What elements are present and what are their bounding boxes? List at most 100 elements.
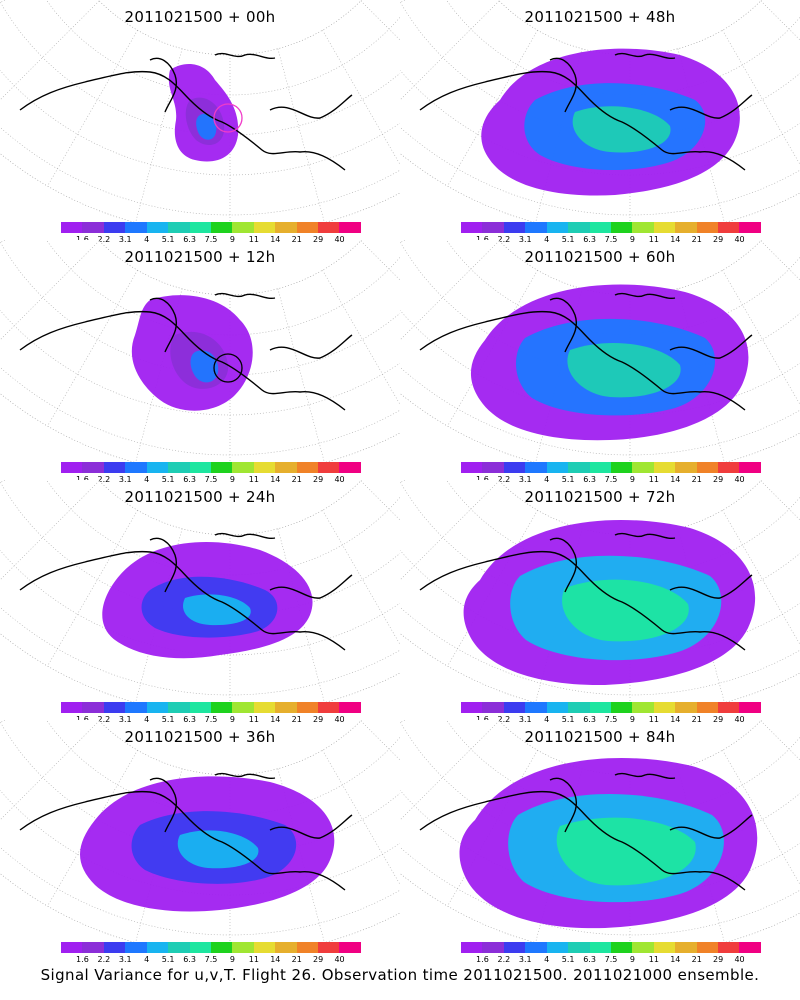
colorbar-swatch xyxy=(632,462,654,473)
coastline xyxy=(419,790,746,891)
colorbar-swatch xyxy=(146,702,169,713)
colorbar-label: 7.5 xyxy=(604,235,618,244)
colorbar-swatch xyxy=(210,702,233,713)
colorbar-swatch xyxy=(189,462,211,473)
variance-field-core xyxy=(182,594,251,626)
panel-title: 2011021500 + 00h xyxy=(124,8,276,26)
colorbar-swatch xyxy=(296,222,319,233)
colorbar-label: 3.1 xyxy=(118,235,132,244)
colorbar-swatch xyxy=(61,462,83,473)
colorbar-swatch xyxy=(696,942,719,953)
colorbar-swatch xyxy=(503,942,526,953)
coastline xyxy=(419,310,746,411)
coastline xyxy=(549,57,577,113)
colorbar-swatch xyxy=(61,942,83,953)
coastline xyxy=(149,537,177,593)
coastline xyxy=(614,292,676,300)
colorbar-label: 7.5 xyxy=(204,715,218,724)
colorbar-label: 9 xyxy=(229,475,235,484)
colorbar-label: 3.1 xyxy=(118,955,132,964)
colorbar-label: 3.1 xyxy=(118,715,132,724)
colorbar-label: 4 xyxy=(144,235,150,244)
map-panel: 2011021500 + 00h1.62.23.145.16.37.591114… xyxy=(0,0,400,244)
colorbar-swatch xyxy=(103,942,126,953)
colorbar-label: 5.1 xyxy=(561,475,575,484)
colorbar-label: 29 xyxy=(313,235,324,244)
colorbar-label: 6.3 xyxy=(583,955,596,964)
colorbar-swatch xyxy=(318,942,340,953)
colorbar xyxy=(461,702,761,713)
map-panel: 2011021500 + 12h1.62.23.145.16.37.591114… xyxy=(0,240,400,484)
colorbar-swatch xyxy=(696,702,719,713)
colorbar-label: 14 xyxy=(270,715,281,724)
coastline xyxy=(549,777,577,833)
variance-field-core xyxy=(196,113,217,140)
map-panel: 2011021500 + 60h1.62.23.145.16.37.591114… xyxy=(400,240,800,484)
colorbar-swatch xyxy=(82,462,104,473)
coastline xyxy=(419,550,746,651)
colorbar-swatch xyxy=(461,462,483,473)
colorbar-swatch xyxy=(461,942,483,953)
colorbar-swatch xyxy=(232,462,254,473)
colorbar-label: 11 xyxy=(248,235,259,244)
coastline xyxy=(214,292,276,300)
colorbar-swatch xyxy=(103,702,126,713)
colorbar-label: 14 xyxy=(270,955,281,964)
colorbar-swatch xyxy=(189,942,211,953)
colorbar-label: 2.2 xyxy=(497,955,511,964)
colorbar-label: 11 xyxy=(248,715,259,724)
colorbar-swatch xyxy=(568,222,590,233)
colorbar-label: 29 xyxy=(713,235,724,244)
colorbar-label: 7.5 xyxy=(204,475,218,484)
colorbar-swatch xyxy=(610,942,633,953)
colorbar-swatch xyxy=(210,462,233,473)
colorbar-swatch xyxy=(610,222,633,233)
colorbar-label: 21 xyxy=(691,475,702,484)
panel-title: 2011021500 + 60h xyxy=(524,248,676,266)
colorbar-swatch xyxy=(125,702,147,713)
colorbar-label: 40 xyxy=(334,235,345,244)
map-panel: 2011021500 + 36h 1.6 2.2 3.1 4 5.1 6.3 7.5 9 11 14… xyxy=(0,720,400,964)
colorbar-swatch xyxy=(718,702,740,713)
colorbar-label: 7.5 xyxy=(604,715,618,724)
colorbar-swatch xyxy=(675,702,697,713)
panel-title: 2011021500 + 12h xyxy=(124,248,276,266)
coastline xyxy=(19,790,346,891)
colorbar-swatch xyxy=(125,942,147,953)
panel-title: 2011021500 + 24h xyxy=(124,488,276,506)
colorbar-label: 29 xyxy=(313,715,324,724)
colorbar-label: 29 xyxy=(713,715,724,724)
colorbar xyxy=(61,702,361,713)
colorbar-label: 3.1 xyxy=(118,475,132,484)
colorbar-label: 3.1 xyxy=(518,235,532,244)
colorbar-swatch xyxy=(482,942,504,953)
colorbar-label: 2.2 xyxy=(497,475,511,484)
colorbar-label: 6.3 xyxy=(583,475,596,484)
colorbar-label: 2.2 xyxy=(97,955,111,964)
colorbar-label: 21 xyxy=(291,475,302,484)
observation-marker xyxy=(213,103,243,133)
colorbar-label: 1.6 xyxy=(76,955,89,964)
colorbar-swatch xyxy=(718,942,740,953)
coastline xyxy=(269,574,353,599)
colorbar-label: 14 xyxy=(670,715,681,724)
colorbar-swatch xyxy=(61,222,83,233)
coastline xyxy=(549,297,577,353)
coastline xyxy=(549,537,577,593)
colorbar-label: 4 xyxy=(144,715,150,724)
colorbar-swatch xyxy=(339,942,361,953)
colorbar-label: 29 xyxy=(713,475,724,484)
colorbar-label: 40 xyxy=(734,475,745,484)
colorbar-swatch xyxy=(210,222,233,233)
colorbar-label: 3.1 xyxy=(518,955,532,964)
colorbar-swatch xyxy=(568,942,590,953)
colorbar-swatch xyxy=(589,702,611,713)
colorbar-label: 9 xyxy=(229,955,235,964)
colorbar-swatch xyxy=(275,222,297,233)
colorbar-swatch xyxy=(168,462,190,473)
colorbar-swatch xyxy=(546,462,569,473)
coastline xyxy=(19,310,346,411)
